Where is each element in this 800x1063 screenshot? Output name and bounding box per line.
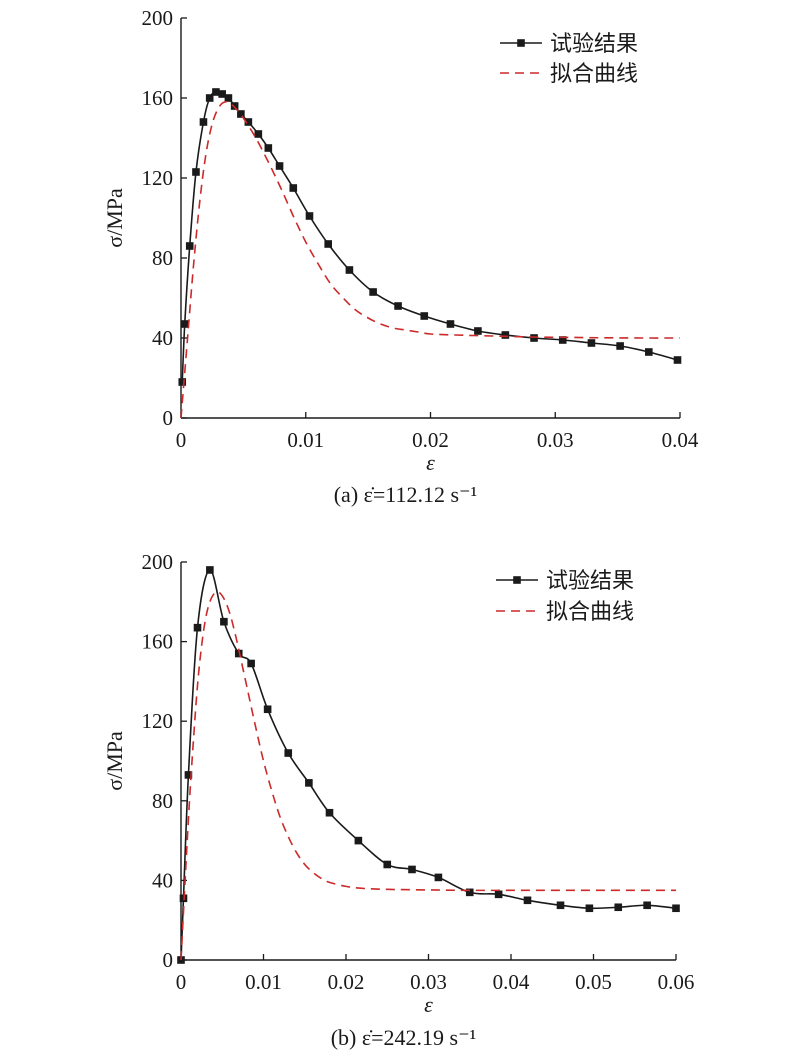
- data-point: [254, 130, 263, 138]
- data-point: [345, 266, 354, 274]
- data-point: [494, 890, 503, 899]
- data-point: [420, 312, 429, 320]
- data-point: [284, 749, 293, 757]
- series-line-fit: [180, 101, 681, 419]
- data-point: [369, 288, 377, 296]
- y-tick-label: 40: [152, 326, 173, 350]
- series-line-experiment: [180, 569, 677, 961]
- data-point: [501, 331, 510, 339]
- x-tick-label: 0.06: [658, 970, 695, 994]
- y-tick-label: 200: [142, 550, 174, 574]
- x-tick-label: 0: [176, 970, 187, 994]
- data-point: [275, 162, 284, 170]
- chart-caption: (a) ε̇=112.12 s⁻¹: [334, 482, 478, 507]
- data-point: [614, 903, 623, 912]
- data-point: [205, 94, 214, 102]
- y-tick-label: 80: [152, 246, 173, 270]
- data-point: [185, 242, 194, 250]
- legend-label: 拟合曲线: [550, 62, 638, 87]
- y-tick-label: 160: [142, 86, 174, 110]
- x-tick-label: 0.04: [662, 428, 699, 452]
- data-point: [212, 88, 220, 96]
- y-tick-label: 80: [152, 789, 173, 813]
- x-tick-label: 0.01: [245, 970, 282, 994]
- data-point: [218, 90, 226, 98]
- x-tick-label: 0.01: [287, 428, 324, 452]
- x-tick-label: 0.02: [328, 970, 365, 994]
- y-tick-label: 0: [163, 406, 174, 430]
- data-point: [673, 356, 682, 364]
- data-point: [587, 339, 596, 347]
- y-tick-label: 120: [142, 166, 174, 190]
- data-point: [643, 901, 651, 910]
- data-point: [247, 659, 255, 668]
- data-point: [354, 836, 363, 845]
- data-point: [305, 779, 313, 787]
- chart-caption: (b) ε̇=242.19 s⁻¹: [331, 1025, 477, 1050]
- x-tick-label: 0.02: [412, 428, 449, 452]
- data-point: [530, 334, 538, 342]
- y-tick-label: 40: [152, 868, 173, 892]
- y-axis-label: σ/MPa: [102, 731, 127, 791]
- data-point: [324, 240, 333, 248]
- x-tick-label: 0.03: [537, 428, 574, 452]
- data-point: [289, 184, 298, 192]
- x-axis-label: ε: [424, 992, 433, 1017]
- x-tick-label: 0.04: [493, 970, 530, 994]
- data-point: [199, 118, 208, 126]
- series-line-fit: [180, 590, 676, 961]
- data-point: [672, 904, 680, 913]
- data-point: [244, 118, 253, 126]
- data-point: [616, 342, 624, 350]
- data-point: [465, 888, 474, 897]
- x-tick-label: 0: [176, 428, 187, 452]
- data-point: [193, 623, 202, 632]
- data-point: [206, 566, 214, 574]
- x-tick-label: 0.05: [575, 970, 612, 994]
- data-point: [230, 102, 239, 110]
- y-tick-label: 160: [142, 630, 174, 654]
- y-axis-label: σ/MPa: [102, 188, 127, 248]
- data-point: [180, 320, 189, 328]
- data-point: [192, 168, 200, 176]
- data-point: [305, 212, 314, 220]
- legend-marker: [513, 576, 521, 584]
- data-point: [585, 904, 594, 913]
- y-tick-label: 0: [163, 948, 174, 972]
- data-point: [220, 617, 228, 626]
- data-point: [383, 860, 392, 869]
- y-tick-label: 200: [142, 6, 174, 30]
- chart-a: 0 40 80 120 160 200 0 0.01 0.02 0.03 0.04 ε σ/MPa (a)…: [102, 6, 699, 507]
- data-point: [408, 865, 416, 874]
- chart-b: 0 40 80 120 160 200 0 0.01 0.02 0.03 0.04 0.05 0.06 ε…: [102, 550, 694, 1050]
- data-point: [325, 808, 334, 817]
- legend-label: 试验结果: [550, 32, 638, 57]
- y-tick-label: 120: [142, 709, 174, 733]
- data-point: [645, 348, 653, 356]
- data-point: [224, 94, 233, 102]
- data-point: [474, 327, 482, 335]
- data-point: [264, 144, 273, 152]
- x-tick-label: 0.03: [410, 970, 447, 994]
- legend-label: 拟合曲线: [546, 600, 634, 625]
- data-point: [178, 378, 187, 386]
- data-point: [234, 649, 243, 658]
- data-point: [523, 896, 532, 905]
- data-point: [394, 302, 402, 310]
- x-axis-label: ε: [426, 450, 435, 475]
- data-point: [237, 110, 245, 118]
- legend-label: 试验结果: [546, 569, 634, 594]
- data-point: [434, 873, 443, 882]
- data-point: [184, 771, 193, 779]
- data-point: [556, 901, 565, 910]
- data-point: [558, 336, 567, 344]
- data-point: [263, 705, 272, 714]
- data-point: [446, 320, 455, 328]
- legend-marker: [517, 39, 525, 47]
